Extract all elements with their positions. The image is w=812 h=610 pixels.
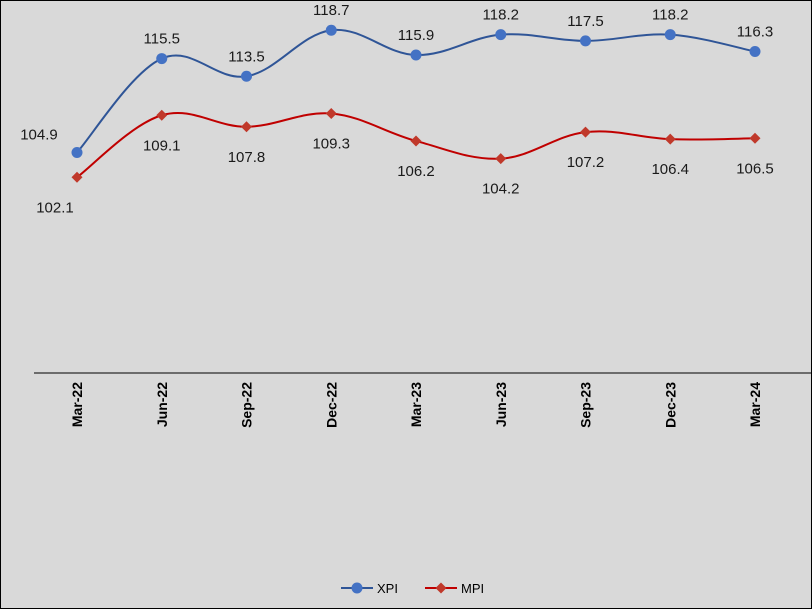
x-tick-label-mar-24: Mar-24 xyxy=(747,382,763,427)
data-label-xpi-sep-23: 117.5 xyxy=(567,13,603,30)
data-label-xpi-jun-23: 118.2 xyxy=(483,7,519,24)
legend-marker-xpi xyxy=(351,582,363,594)
data-label-mpi-mar-23: 106.2 xyxy=(397,163,435,180)
data-point-xpi-mar-24 xyxy=(749,45,761,57)
data-point-xpi-sep-22 xyxy=(241,70,252,82)
x-tick-label-dec-23: Dec-23 xyxy=(662,382,678,428)
data-point-xpi-sep-23 xyxy=(580,35,591,47)
data-label-xpi-mar-24: 116.3 xyxy=(737,23,773,40)
x-tick-label-jun-22: Jun-22 xyxy=(154,382,170,427)
data-label-xpi-mar-23: 115.9 xyxy=(398,27,434,44)
data-point-xpi-dec-23 xyxy=(664,29,676,41)
data-label-xpi-jun-22: 115.5 xyxy=(144,31,180,48)
data-label-mpi-dec-22: 109.3 xyxy=(312,135,350,152)
data-label-mpi-sep-23: 107.2 xyxy=(567,154,605,171)
data-label-xpi-dec-22: 118.7 xyxy=(313,2,349,19)
data-point-xpi-jun-22 xyxy=(156,53,168,65)
x-tick-labels: Mar-22 Jun-22 Sep-22 Dec-22 Mar-23 Jun-23 Sep-… xyxy=(69,382,763,428)
legend: XPI MPI xyxy=(341,581,484,596)
series-mpi: 102.1 109.1 107.8 109.3 106.2 104.2 107.2 106.4… xyxy=(36,107,774,216)
series-xpi: 104.9 115.5 113.5 118.7 115.9 118.2 117.5 118.2… xyxy=(20,2,773,158)
data-point-mpi-mar-22 xyxy=(71,171,83,183)
data-point-mpi-mar-24 xyxy=(749,132,761,144)
x-tick-label-sep-22: Sep-22 xyxy=(239,382,255,428)
data-point-mpi-mar-23 xyxy=(410,135,422,147)
data-point-xpi-jun-23 xyxy=(495,29,507,41)
data-point-mpi-jun-23 xyxy=(495,153,507,165)
data-label-xpi-mar-22: 104.9 xyxy=(20,126,58,143)
legend-label-mpi: MPI xyxy=(461,581,484,596)
x-tick-label-dec-22: Dec-22 xyxy=(323,382,339,428)
data-point-mpi-sep-23 xyxy=(580,126,591,138)
data-label-mpi-sep-22: 107.8 xyxy=(228,149,266,166)
data-point-mpi-dec-23 xyxy=(664,133,676,145)
data-label-mpi-jun-22: 109.1 xyxy=(143,137,181,154)
series-layer: 104.9 115.5 113.5 118.7 115.9 118.2 117.5 118.2… xyxy=(20,2,774,216)
data-point-mpi-sep-22 xyxy=(241,121,252,133)
data-label-mpi-jun-23: 104.2 xyxy=(482,181,520,198)
data-label-mpi-dec-23: 106.4 xyxy=(651,161,689,178)
data-point-xpi-mar-22 xyxy=(71,146,83,158)
data-point-xpi-dec-22 xyxy=(325,24,337,36)
x-tick-label-mar-22: Mar-22 xyxy=(69,382,85,427)
data-point-mpi-dec-22 xyxy=(325,107,337,119)
series-line-xpi xyxy=(76,28,756,154)
legend-item-xpi: XPI xyxy=(341,581,398,596)
data-label-xpi-dec-23: 118.2 xyxy=(652,7,688,24)
x-tick-label-jun-23: Jun-23 xyxy=(493,382,509,427)
x-tick-label-sep-23: Sep-23 xyxy=(578,382,594,428)
data-point-xpi-mar-23 xyxy=(410,49,422,61)
data-label-mpi-mar-22: 102.1 xyxy=(36,199,74,216)
legend-marker-mpi xyxy=(435,582,447,594)
x-tick-label-mar-23: Mar-23 xyxy=(408,382,424,427)
legend-label-xpi: XPI xyxy=(377,581,398,596)
data-label-mpi-mar-24: 106.5 xyxy=(736,160,774,177)
legend-item-mpi: MPI xyxy=(425,581,484,596)
data-point-mpi-jun-22 xyxy=(156,109,168,121)
data-label-xpi-sep-22: 113.5 xyxy=(228,48,264,65)
